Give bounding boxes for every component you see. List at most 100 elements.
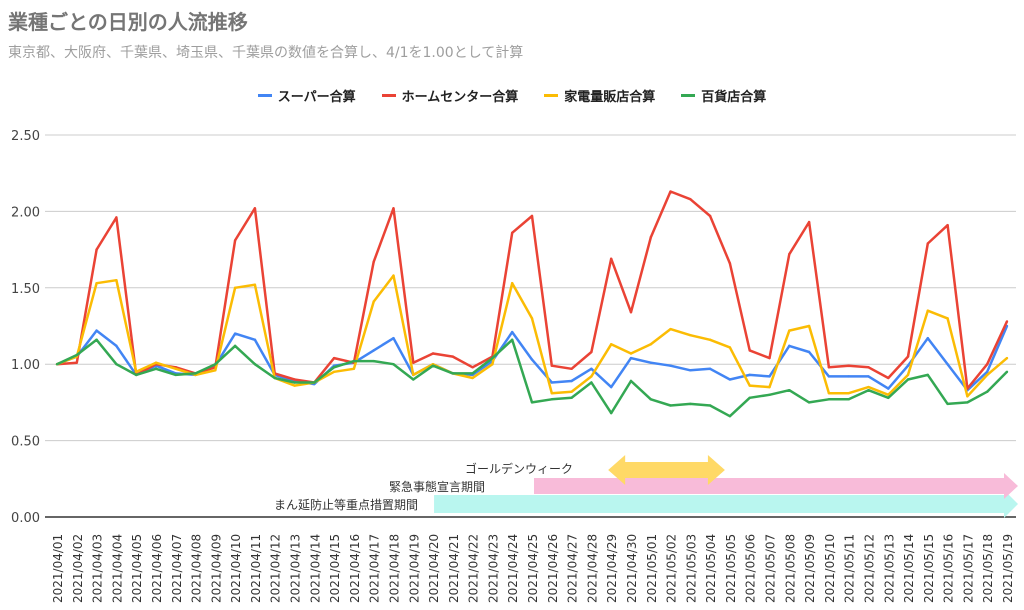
data-point xyxy=(332,370,336,374)
data-point xyxy=(708,338,712,341)
x-tick-label: 2021/04/19 xyxy=(407,534,421,603)
data-point xyxy=(946,317,949,320)
data-point xyxy=(609,411,613,415)
legend-item-electronics[interactable]: 家電量販店合算 xyxy=(544,86,655,105)
legend-item-department[interactable]: 百貨店合算 xyxy=(681,86,766,105)
data-point xyxy=(590,375,593,378)
data-point xyxy=(530,358,534,361)
x-tick-label: 2021/04/11 xyxy=(249,534,263,603)
data-point xyxy=(788,344,791,348)
data-point xyxy=(689,333,692,337)
data-point xyxy=(590,350,593,354)
x-tick-label: 2021/05/12 xyxy=(862,534,876,603)
data-point xyxy=(313,381,316,384)
data-point xyxy=(115,344,118,348)
data-point xyxy=(332,366,336,369)
data-point xyxy=(1005,356,1009,360)
data-point xyxy=(530,214,534,218)
data-point xyxy=(471,366,474,369)
legend-swatch xyxy=(681,94,696,97)
data-point xyxy=(768,393,771,396)
data-point xyxy=(887,396,890,400)
x-tick-label: 2021/05/03 xyxy=(684,534,698,603)
data-point xyxy=(728,346,732,349)
data-point xyxy=(550,364,553,367)
legend-swatch xyxy=(381,94,396,97)
data-point xyxy=(233,332,237,335)
x-tick-label: 2021/04/14 xyxy=(308,534,322,603)
data-point xyxy=(748,384,751,387)
data-point xyxy=(649,398,652,401)
data-point xyxy=(550,381,553,384)
data-point xyxy=(906,378,910,381)
data-point xyxy=(906,364,910,367)
data-point xyxy=(986,373,989,377)
data-point xyxy=(412,378,415,381)
legend-label: 百貨店合算 xyxy=(701,90,767,105)
x-tick-label: 2021/05/05 xyxy=(724,534,738,603)
x-tick-label: 2021/05/07 xyxy=(764,534,778,603)
data-point xyxy=(649,361,652,364)
x-tick-label: 2021/05/11 xyxy=(843,534,857,603)
data-point xyxy=(847,375,850,378)
data-point xyxy=(887,376,890,380)
data-point xyxy=(412,373,415,377)
annotation-label-semi-emergency: まん延防止等重点措置期間 xyxy=(274,498,419,512)
data-point xyxy=(511,330,514,334)
data-point xyxy=(372,260,375,264)
data-point xyxy=(728,414,732,418)
data-point xyxy=(1005,370,1009,374)
data-point xyxy=(926,309,930,312)
data-point xyxy=(491,356,494,360)
data-point xyxy=(986,363,989,366)
data-point xyxy=(372,359,375,363)
annotation-label-golden-week: ゴールデンウィーク xyxy=(465,462,574,476)
legend-item-homecenter[interactable]: ホームセンター合算 xyxy=(381,86,518,105)
data-point xyxy=(332,356,336,360)
data-point xyxy=(926,373,930,377)
legend-item-super[interactable]: スーパー合算 xyxy=(257,86,356,105)
x-tick-label: 2021/04/08 xyxy=(190,534,204,603)
data-point xyxy=(214,363,217,366)
data-point xyxy=(946,223,949,227)
data-point xyxy=(669,404,672,407)
x-tick-label: 2021/05/15 xyxy=(922,534,936,603)
data-point xyxy=(174,373,177,377)
x-tick-label: 2021/05/09 xyxy=(803,534,817,603)
data-point xyxy=(867,375,870,378)
x-tick-label: 2021/04/17 xyxy=(368,534,382,603)
data-point xyxy=(511,231,514,234)
data-point xyxy=(728,262,732,265)
legend-swatch xyxy=(257,94,272,97)
x-tick-label: 2021/04/18 xyxy=(387,534,401,603)
data-point xyxy=(174,367,177,370)
x-tick-label: 2021/04/07 xyxy=(170,534,184,603)
data-point xyxy=(253,338,257,341)
data-point xyxy=(471,372,474,375)
x-tick-label: 2021/04/22 xyxy=(467,534,481,603)
data-point xyxy=(827,375,831,378)
x-tick-label: 2021/04/26 xyxy=(546,534,560,603)
data-point xyxy=(748,373,751,377)
y-tick-label: 2.50 xyxy=(11,129,40,144)
data-point xyxy=(570,390,573,393)
y-tick-label: 0.50 xyxy=(11,435,40,450)
data-point xyxy=(392,207,395,210)
data-point xyxy=(807,324,811,328)
data-point xyxy=(471,376,474,380)
data-point xyxy=(431,364,435,367)
data-point xyxy=(768,385,771,389)
x-tick-label: 2021/04/16 xyxy=(348,534,362,603)
data-point xyxy=(154,367,158,370)
data-point xyxy=(867,366,870,369)
x-tick-label: 2021/04/28 xyxy=(585,534,599,603)
x-tick-label: 2021/04/23 xyxy=(486,534,500,603)
chart-title: 業種ごとの日別の人流推移 xyxy=(8,10,248,34)
series-line-3 xyxy=(56,338,1008,418)
data-point xyxy=(253,363,257,366)
x-tick-label: 2021/04/10 xyxy=(229,534,243,603)
x-tick-label: 2021/05/18 xyxy=(981,534,995,603)
data-point xyxy=(708,367,712,370)
data-point xyxy=(847,364,850,367)
data-point xyxy=(134,370,138,374)
